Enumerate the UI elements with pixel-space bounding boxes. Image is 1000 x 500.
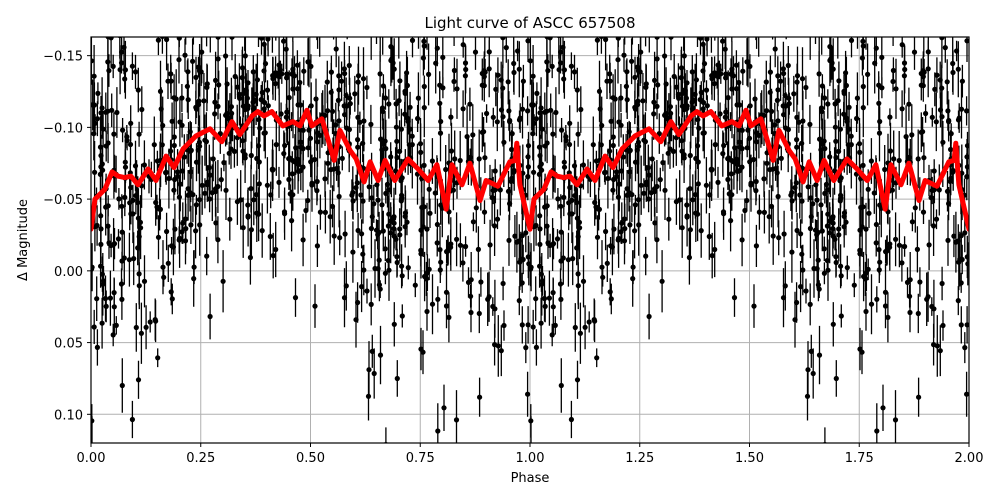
y-tick-label: −0.15 [43, 50, 83, 65]
y-axis-label: Δ Magnitude [16, 199, 31, 281]
x-axis-label: Phase [511, 471, 550, 486]
data-point-markers [91, 37, 969, 443]
binned-mean-curve [91, 107, 969, 232]
chart-title: Light curve of ASCC 657508 [425, 14, 636, 32]
y-tick-label: 0.00 [54, 265, 83, 280]
x-tick-label: 0.00 [77, 451, 106, 466]
x-tick-label: 1.50 [735, 451, 764, 466]
y-tick-label: 0.10 [54, 408, 83, 423]
x-tick-label: 1.75 [845, 451, 874, 466]
x-tick-label: 2.00 [955, 451, 984, 466]
y-tick-label: −0.10 [43, 121, 83, 136]
x-tick-label: 1.00 [516, 451, 545, 466]
observation-points [91, 37, 969, 443]
x-tick-label: 1.25 [625, 451, 654, 466]
x-tick-label: 0.50 [296, 451, 325, 466]
x-tick-label: 0.75 [406, 451, 435, 466]
y-tick-label: −0.05 [43, 193, 83, 208]
binned-mean-line [91, 107, 969, 232]
y-tick-label: 0.05 [54, 337, 83, 352]
axis-ticks: 0.00 0.25 0.50 0.75 1.00 1.25 1.50 1.75 2.00 −0.1… [43, 50, 983, 466]
x-tick-label: 0.25 [186, 451, 215, 466]
